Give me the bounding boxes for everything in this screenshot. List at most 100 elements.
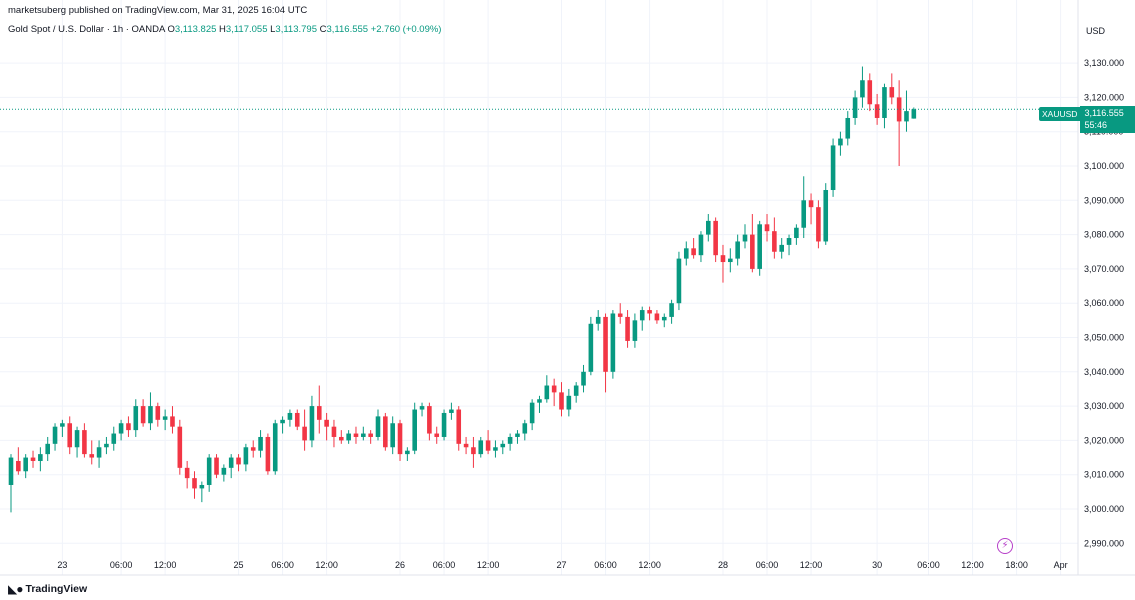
grid-lines [0, 0, 1078, 575]
candle [104, 436, 109, 455]
candle-body [889, 87, 895, 98]
candle [30, 450, 36, 468]
candle [632, 313, 638, 348]
candle-body [82, 430, 87, 455]
candle-body [383, 416, 388, 448]
candle-body [250, 447, 256, 451]
candle-body [874, 104, 880, 118]
candle [676, 251, 682, 311]
candle [214, 454, 219, 479]
candle [544, 375, 550, 403]
candle [537, 395, 542, 413]
x-tick-label: 12:00 [477, 560, 500, 570]
candle [610, 310, 616, 379]
candle-body [339, 436, 344, 441]
candle [82, 423, 87, 458]
candle-body [265, 436, 271, 472]
candle [272, 419, 278, 475]
candle [911, 107, 917, 119]
candle-body [867, 80, 873, 105]
instrument-title[interactable]: Gold Spot / U.S. Dollar · 1h · OANDA [8, 24, 165, 35]
candle [786, 234, 792, 256]
candle [45, 436, 50, 461]
candle [706, 214, 711, 242]
candle-body [904, 111, 909, 122]
candle-body [485, 440, 491, 451]
candle [683, 241, 689, 266]
candle-body [566, 395, 572, 410]
symbol-badge: XAUUSD [1039, 107, 1081, 121]
candle [551, 378, 557, 407]
publisher-line: marketsuberg published on TradingView.co… [8, 5, 308, 16]
candle-body [860, 80, 865, 98]
candle [405, 447, 410, 461]
high-label: H [219, 24, 226, 35]
last-price-value: 3,116.555 [1084, 108, 1124, 118]
candle [720, 244, 726, 283]
candle [250, 440, 256, 458]
x-axis-labels: 23 06:00 12:00 25 06:00 12:00 26 06:00 12:00 27 06… [57, 560, 1067, 570]
candle-body [478, 440, 484, 455]
candle-body [258, 436, 263, 451]
candle [896, 80, 902, 166]
x-tick-label: 12:00 [638, 560, 661, 570]
candle [383, 412, 388, 451]
candle-body [456, 409, 462, 444]
candle [243, 443, 249, 472]
candle [471, 436, 476, 468]
candle [133, 399, 139, 437]
candle-body [698, 234, 704, 256]
candle-body [515, 433, 520, 437]
candle-body [801, 200, 807, 228]
y-tick-label: 3,130.000 [1084, 58, 1124, 68]
x-tick-label: 26 [395, 560, 405, 570]
candle-body [133, 406, 139, 431]
candle-body [375, 416, 381, 437]
candle [155, 402, 161, 427]
logo-text: TradingView [25, 583, 88, 595]
tradingview-logo[interactable]: ◣● TradingView [8, 582, 87, 596]
currency-label[interactable]: USD [1086, 26, 1106, 36]
candle [184, 460, 190, 489]
candle [794, 224, 799, 245]
candle-body [742, 234, 748, 242]
candle-body [603, 316, 608, 372]
tradingview-mark-icon: ◣● [8, 582, 24, 596]
low-value: 3,113.795 [275, 24, 317, 35]
candle [838, 131, 843, 156]
candle-body [16, 460, 21, 472]
candle-body [816, 207, 821, 242]
candle [361, 426, 366, 441]
y-tick-label: 3,020.000 [1084, 435, 1124, 445]
candle [456, 406, 462, 451]
x-tick-label: 30 [872, 560, 882, 570]
x-tick-label: 12:00 [154, 560, 177, 570]
candle-body [30, 457, 36, 461]
candle [698, 231, 704, 263]
candle [823, 183, 829, 245]
candle [52, 423, 58, 451]
y-tick-label: 3,090.000 [1084, 195, 1124, 205]
candle-body [573, 385, 579, 396]
x-tick-label: 06:00 [917, 560, 940, 570]
lightning-icon[interactable]: ⚡ [997, 538, 1013, 554]
candle-body [735, 241, 740, 259]
candle-body [236, 457, 241, 465]
candle-body [162, 416, 168, 420]
candle-body [324, 419, 329, 427]
candle-body [896, 97, 902, 122]
candle [713, 217, 718, 263]
candle [573, 382, 579, 403]
candle [236, 454, 241, 472]
candle [691, 238, 696, 259]
candle-body [67, 423, 73, 448]
candle [764, 214, 770, 242]
candle-body [104, 443, 109, 448]
candle [882, 83, 887, 129]
candle-body [632, 320, 638, 341]
candle [434, 426, 440, 444]
candle-body [691, 248, 696, 256]
candle-body [471, 447, 476, 455]
candle-body [441, 412, 447, 437]
